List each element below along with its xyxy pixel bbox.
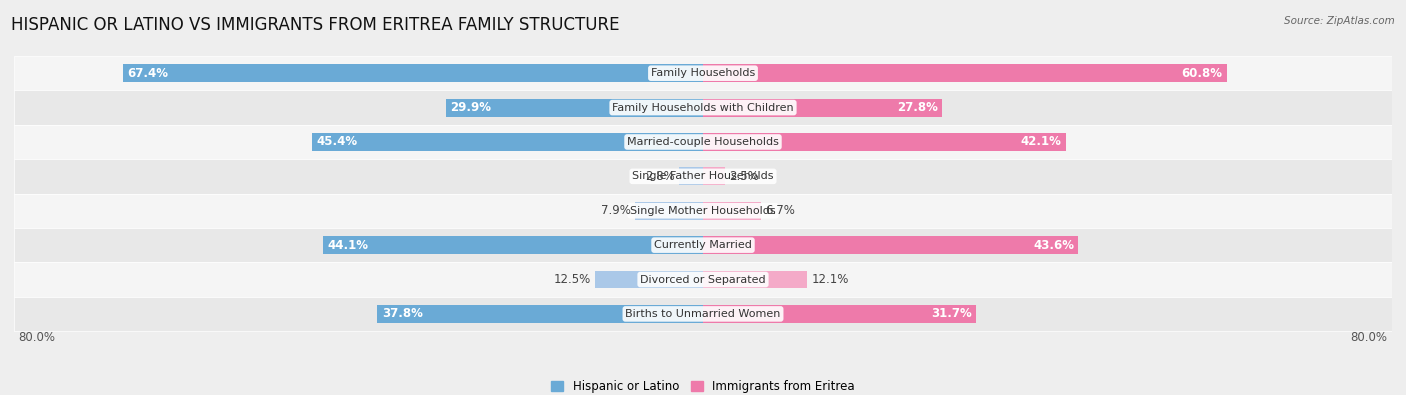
Text: 43.6%: 43.6% (1033, 239, 1074, 252)
Bar (122, 64, 703, 82)
Bar (14, 228, 1392, 262)
Text: 6.7%: 6.7% (765, 204, 794, 217)
Text: 44.1%: 44.1% (328, 239, 368, 252)
Bar (14, 159, 1392, 194)
Bar (377, 305, 703, 323)
Text: 27.8%: 27.8% (897, 101, 938, 114)
Text: 31.7%: 31.7% (931, 307, 972, 320)
Text: Family Households with Children: Family Households with Children (612, 103, 794, 113)
Text: 37.8%: 37.8% (382, 307, 423, 320)
Text: HISPANIC OR LATINO VS IMMIGRANTS FROM ERITREA FAMILY STRUCTURE: HISPANIC OR LATINO VS IMMIGRANTS FROM ER… (11, 16, 620, 34)
Bar (703, 271, 807, 288)
Bar (446, 99, 703, 117)
Text: Family Households: Family Households (651, 68, 755, 78)
Bar (14, 297, 1392, 331)
Text: 60.8%: 60.8% (1181, 67, 1222, 80)
Text: 29.9%: 29.9% (450, 101, 491, 114)
Bar (14, 194, 1392, 228)
Text: 42.1%: 42.1% (1021, 135, 1062, 149)
Text: 67.4%: 67.4% (127, 67, 167, 80)
Bar (703, 99, 942, 117)
Bar (703, 167, 724, 185)
Text: 12.5%: 12.5% (554, 273, 591, 286)
Text: Single Mother Households: Single Mother Households (630, 206, 776, 216)
Bar (703, 133, 1066, 151)
Text: 12.1%: 12.1% (811, 273, 849, 286)
Bar (595, 271, 703, 288)
Text: Births to Unmarried Women: Births to Unmarried Women (626, 309, 780, 319)
Bar (703, 236, 1078, 254)
Text: Married-couple Households: Married-couple Households (627, 137, 779, 147)
Bar (14, 125, 1392, 159)
Text: Single Father Households: Single Father Households (633, 171, 773, 181)
Text: 80.0%: 80.0% (18, 331, 55, 344)
Bar (14, 262, 1392, 297)
Text: 7.9%: 7.9% (600, 204, 631, 217)
Text: Source: ZipAtlas.com: Source: ZipAtlas.com (1284, 16, 1395, 26)
Bar (323, 236, 703, 254)
Bar (703, 305, 976, 323)
Text: 45.4%: 45.4% (316, 135, 357, 149)
Bar (312, 133, 703, 151)
Text: 2.5%: 2.5% (728, 170, 759, 183)
Bar (703, 202, 761, 220)
Bar (14, 90, 1392, 125)
Text: Currently Married: Currently Married (654, 240, 752, 250)
Bar (14, 56, 1392, 90)
Text: Divorced or Separated: Divorced or Separated (640, 275, 766, 284)
Bar (703, 64, 1226, 82)
Bar (636, 202, 703, 220)
Text: 80.0%: 80.0% (1351, 331, 1388, 344)
Text: 2.8%: 2.8% (645, 170, 675, 183)
Bar (679, 167, 703, 185)
Legend: Hispanic or Latino, Immigrants from Eritrea: Hispanic or Latino, Immigrants from Erit… (547, 376, 859, 395)
